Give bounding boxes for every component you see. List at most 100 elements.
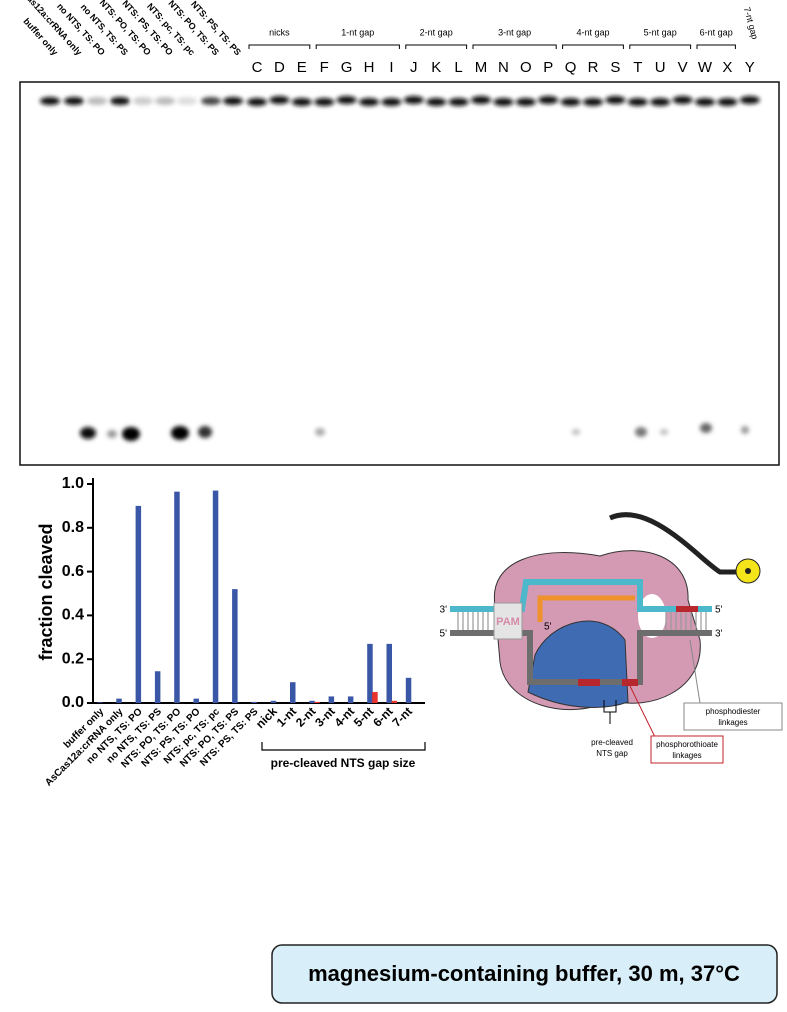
- pointer: [629, 685, 656, 738]
- gel-frame: [19, 81, 780, 466]
- y-tick-label: 0.8: [62, 519, 84, 536]
- gel-band: [515, 98, 536, 106]
- gel-band: [493, 98, 514, 106]
- base-pairs: [457, 611, 707, 630]
- y-axis-label: fraction cleaved: [36, 523, 56, 660]
- bar-chart: fraction cleaved pre-cleaved NTS gap siz…: [36, 475, 426, 789]
- radio-icon: [745, 568, 751, 574]
- caption: magnesium-containing buffer, 30 m, 37°C: [308, 961, 740, 986]
- bar: [391, 700, 397, 703]
- group-label: 6-nt gap: [700, 27, 733, 37]
- end-label: 3': [715, 629, 723, 640]
- lane-letter: R: [588, 59, 599, 76]
- gel-band: [538, 96, 559, 104]
- lane-letter: I: [389, 59, 393, 76]
- bar: [386, 643, 392, 703]
- lane-letter: E: [297, 59, 307, 76]
- caption-box: [271, 944, 778, 1004]
- gel-band: [198, 426, 212, 438]
- lane-letter: V: [678, 59, 688, 76]
- gel-band: [572, 429, 580, 435]
- ps-label: phosphorothioate: [656, 740, 718, 749]
- group-bracket: [562, 44, 624, 49]
- bar: [314, 701, 320, 703]
- group-bracket: [472, 44, 557, 49]
- x-tick-label: AsCas12a:crRNA only: [43, 706, 125, 788]
- gel-band: [741, 426, 749, 434]
- bar: [405, 677, 412, 703]
- gel-band: [471, 96, 491, 104]
- bar: [154, 671, 161, 703]
- bar: [367, 643, 373, 703]
- gel-band: [583, 98, 603, 106]
- bar: [251, 701, 257, 703]
- ps-box: [650, 735, 724, 764]
- gel-band: [122, 427, 140, 441]
- ps-label: linkages: [672, 751, 701, 760]
- gel-band: [64, 97, 84, 105]
- group-label: 1-nt gap: [341, 27, 374, 37]
- gel-band: [155, 97, 175, 105]
- group-label: 2-nt gap: [420, 27, 453, 37]
- lane-letter: F: [320, 59, 329, 76]
- gel-band: [426, 98, 447, 106]
- gel-band: [635, 427, 647, 437]
- lane-letter: X: [722, 59, 732, 76]
- y-tick-label: 0.4: [62, 607, 84, 624]
- gel-band: [739, 96, 760, 104]
- pointer: [689, 639, 701, 704]
- group-bracket: [315, 44, 400, 49]
- gel-band: [201, 97, 221, 105]
- lane-letter: Y: [745, 59, 755, 76]
- group-bracket: [248, 44, 311, 49]
- lane-letter: N: [498, 59, 509, 76]
- gel-band: [269, 96, 290, 104]
- gel-band: [605, 96, 626, 104]
- gel-band: [650, 98, 671, 106]
- gel-band: [700, 423, 712, 433]
- y-tick-label: 0.0: [62, 694, 84, 711]
- y-tick-label: 0.2: [62, 650, 84, 667]
- gel-band: [448, 98, 469, 106]
- group-bracket: [696, 44, 736, 49]
- bar: [328, 696, 335, 703]
- lane-letter: T: [633, 59, 642, 76]
- lane-letter: J: [410, 59, 418, 76]
- group-label: nicks: [269, 27, 290, 37]
- gap-label: pre-cleaved: [591, 738, 633, 747]
- gel-band: [80, 427, 96, 439]
- y-tick-label: 0.6: [62, 563, 84, 580]
- crrna: [537, 595, 635, 622]
- gap-label: NTS gap: [596, 749, 628, 758]
- gel-band: [247, 98, 267, 106]
- gel-band: [110, 97, 130, 105]
- gel-band: [717, 98, 738, 106]
- gel-band: [223, 97, 243, 105]
- pd-box: [683, 702, 783, 731]
- bar: [290, 682, 296, 703]
- group-label: 7-nt gap: [742, 6, 760, 40]
- hole: [638, 594, 666, 638]
- group-bracket: [261, 742, 426, 751]
- lane-letter: U: [655, 59, 666, 76]
- gel-band: [40, 97, 60, 105]
- end-label: 5': [440, 629, 448, 640]
- pam-label: PAM: [496, 616, 520, 628]
- group-bracket: [405, 44, 468, 49]
- pt-segment: [578, 679, 600, 686]
- gel-band: [177, 97, 197, 105]
- group-bracket: [629, 44, 692, 49]
- gel-band: [291, 98, 312, 106]
- x-tick-label: 7-nt: [389, 704, 414, 729]
- gel-band: [314, 98, 335, 106]
- lane-letter: K: [431, 59, 441, 76]
- lane-letter: G: [341, 59, 353, 76]
- bar: [347, 696, 354, 703]
- gel-band: [403, 96, 424, 104]
- lane-letter: M: [475, 59, 488, 76]
- lane-letter: P: [543, 59, 553, 76]
- lane-letter: C: [252, 59, 263, 76]
- gel-band: [315, 428, 325, 436]
- pd-label: phosphodiester: [706, 707, 761, 716]
